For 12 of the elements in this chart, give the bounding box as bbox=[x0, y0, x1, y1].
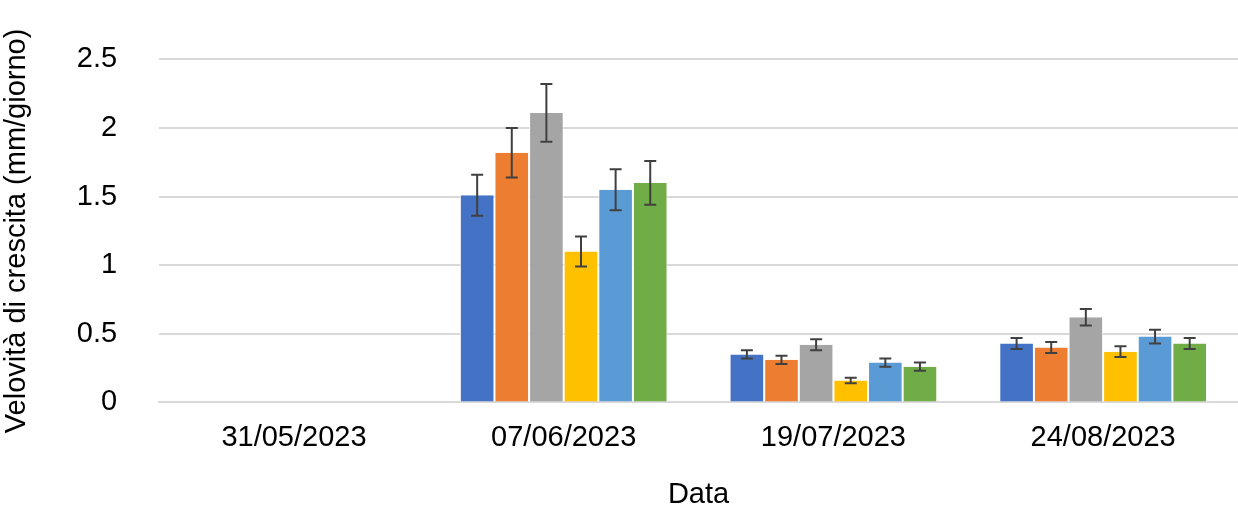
x-tick-label: 07/06/2023 bbox=[491, 419, 637, 452]
y-tick-label: 2 bbox=[100, 110, 118, 142]
y-axis-title: Velovità di crescita (mm/giorno) bbox=[0, 28, 32, 434]
x-tick-label: 19/07/2023 bbox=[760, 419, 906, 452]
x-tick-label: 24/08/2023 bbox=[1030, 419, 1176, 452]
y-tick-label: 0.5 bbox=[76, 315, 118, 348]
y-tick-label: 1 bbox=[100, 247, 118, 280]
y-tick-label: 1.5 bbox=[76, 178, 118, 211]
y-tick-label: 2.5 bbox=[76, 41, 118, 74]
x-axis-title: Data bbox=[667, 476, 731, 509]
x-tick-label: 31/05/2023 bbox=[221, 419, 367, 452]
y-tick-label: 0 bbox=[100, 384, 118, 417]
